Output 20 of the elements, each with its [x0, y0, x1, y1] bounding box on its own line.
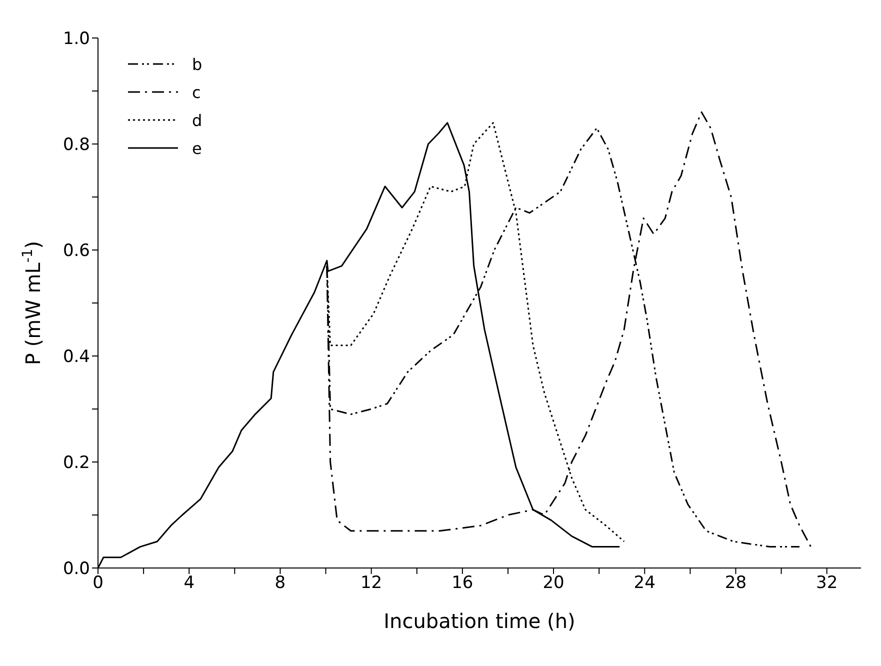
legend-label: c — [192, 82, 201, 102]
y-tick-label: 0.4 — [62, 347, 90, 368]
x-tick-label: 12 — [360, 573, 382, 594]
legend-label: b — [192, 54, 202, 74]
x-tick-label: 28 — [724, 573, 747, 594]
x-tick-label: 24 — [634, 573, 656, 594]
x-tick-label: 0 — [92, 573, 104, 594]
y-tick-label: 0.2 — [62, 453, 90, 474]
x-tick-label: 8 — [274, 573, 286, 594]
y-tick-label: 0.0 — [62, 559, 90, 580]
x-tick-label: 20 — [542, 573, 564, 594]
x-tick-label: 4 — [184, 573, 195, 594]
y-tick-label: 1.0 — [62, 29, 90, 50]
y-tick-label: 0.8 — [62, 135, 90, 156]
y-tick-label: 0.6 — [62, 241, 90, 262]
x-axis-title: Incubation time (h) — [384, 609, 576, 633]
x-tick-label: 32 — [816, 573, 838, 594]
x-tick-label: 16 — [452, 573, 474, 594]
legend-label: d — [192, 110, 202, 130]
legend-label: e — [192, 138, 202, 158]
